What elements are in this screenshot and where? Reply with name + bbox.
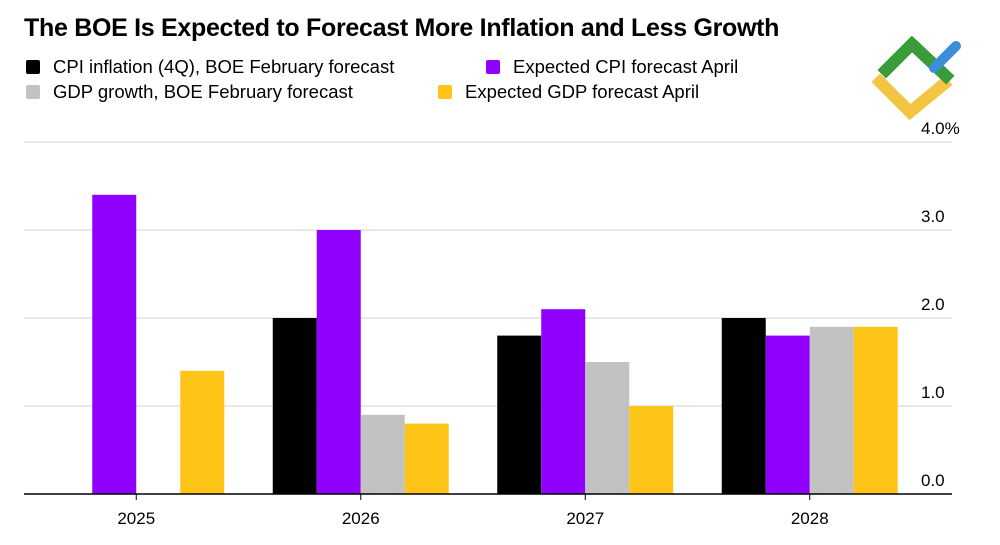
y-tick-label: 2.0 <box>921 295 945 314</box>
y-tick-label: 0.0 <box>921 471 945 490</box>
x-tick-label: 2025 <box>117 509 155 528</box>
legend-swatch-gdp-april <box>438 85 452 99</box>
legend-swatch-cpi-april <box>486 60 500 74</box>
x-tick-label: 2026 <box>342 509 380 528</box>
legend-item-gdp-april: Expected GDP forecast April <box>438 81 699 103</box>
logo-blue-stroke-icon <box>929 41 961 73</box>
legend-item-cpi-april: Expected CPI forecast April <box>486 56 738 78</box>
logo-yellow-stroke-icon <box>871 73 953 121</box>
axes: 4.0% 3.0 2.0 1.0 0.0 2025 2026 2027 2028 <box>24 119 960 528</box>
x-tick-label: 2027 <box>566 509 604 528</box>
bar-2025-series-1 <box>92 194 137 495</box>
bar-2027-series-1 <box>541 309 586 494</box>
bar-2027-series-3 <box>629 406 674 494</box>
bar-2025-series-3 <box>180 370 225 494</box>
bar-2026-series-1 <box>316 230 361 494</box>
legend-label-gdp-april: Expected GDP forecast April <box>465 81 700 102</box>
bar-2026-series-2 <box>360 414 405 494</box>
bar-2027-series-0 <box>497 335 542 494</box>
chart-title: The BOE Is Expected to Forecast More Inf… <box>24 14 780 42</box>
legend-label-cpi-april: Expected CPI forecast April <box>513 56 739 77</box>
bars <box>92 194 898 495</box>
bar-2028-series-3 <box>853 326 898 494</box>
legend-swatch-gdp-feb <box>26 85 40 99</box>
legend-label-cpi-feb: CPI inflation (4Q), BOE February forecas… <box>53 56 395 77</box>
x-tick-label: 2028 <box>791 509 829 528</box>
bar-2027-series-2 <box>585 362 630 494</box>
bar-2028-series-1 <box>765 335 810 494</box>
bar-2028-series-0 <box>721 318 766 494</box>
y-tick-label: 3.0 <box>921 207 945 226</box>
bar-2026-series-0 <box>272 318 317 494</box>
y-tick-label: 1.0 <box>921 383 945 402</box>
legend-item-cpi-feb: CPI inflation (4Q), BOE February forecas… <box>26 56 394 78</box>
brand-logo-icon <box>871 36 961 121</box>
bar-2026-series-3 <box>404 423 449 494</box>
bar-2028-series-2 <box>809 326 854 494</box>
legend-label-gdp-feb: GDP growth, BOE February forecast <box>53 81 353 102</box>
legend-swatch-cpi-feb <box>26 60 40 74</box>
legend-item-gdp-feb: GDP growth, BOE February forecast <box>26 81 353 103</box>
y-tick-label: 4.0% <box>921 119 960 138</box>
